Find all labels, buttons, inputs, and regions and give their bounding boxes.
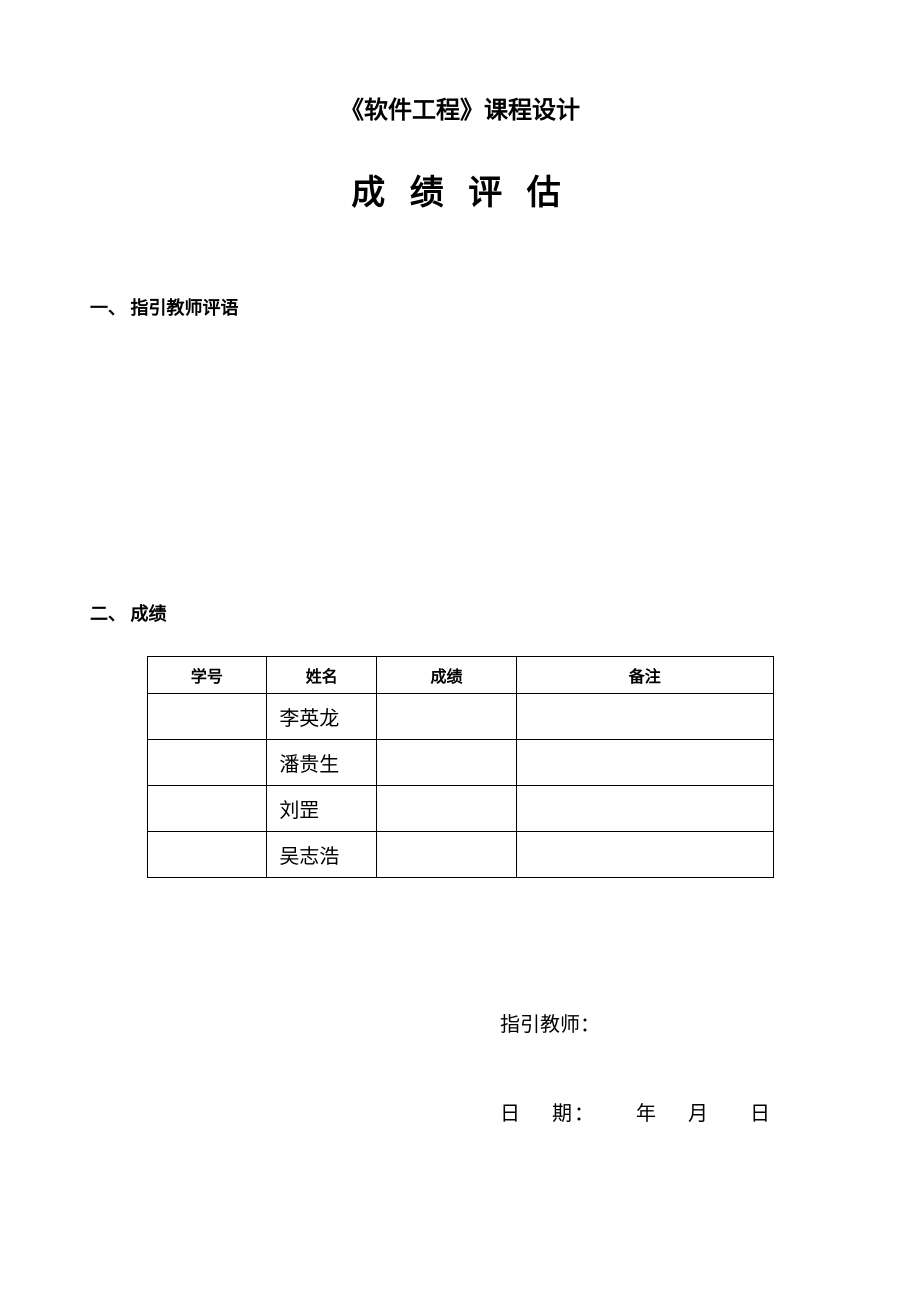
- table-row: 刘罡: [147, 786, 773, 832]
- cell-name: 吴志浩: [267, 832, 377, 878]
- cell-score: [377, 740, 517, 786]
- cell-name: 刘罡: [267, 786, 377, 832]
- date-month: 月: [688, 1103, 710, 1125]
- cell-id: [147, 740, 267, 786]
- col-header-remark: 备注: [516, 657, 773, 694]
- cell-remark: [516, 740, 773, 786]
- cell-id: [147, 786, 267, 832]
- section-2-heading: 二、 成绩: [90, 600, 830, 626]
- cell-id: [147, 832, 267, 878]
- table-row: 李英龙: [147, 694, 773, 740]
- date-label-2: 期：: [552, 1103, 596, 1125]
- instructor-signature: 指引教师：: [500, 1008, 830, 1037]
- grades-table: 学号 姓名 成绩 备注 李英龙 潘贵生 刘罡: [147, 656, 774, 878]
- cell-remark: [516, 786, 773, 832]
- col-header-score: 成绩: [377, 657, 517, 694]
- cell-score: [377, 694, 517, 740]
- signature-section: 指引教师： 日 期： 年 月 日: [90, 1008, 830, 1126]
- table-row: 吴志浩: [147, 832, 773, 878]
- date-day: 日: [750, 1103, 772, 1125]
- date-label-1: 日: [500, 1103, 522, 1125]
- col-header-name: 姓名: [267, 657, 377, 694]
- cell-remark: [516, 832, 773, 878]
- table-header-row: 学号 姓名 成绩 备注: [147, 657, 773, 694]
- cell-score: [377, 786, 517, 832]
- col-header-id: 学号: [147, 657, 267, 694]
- cell-id: [147, 694, 267, 740]
- cell-score: [377, 832, 517, 878]
- cell-name: 李英龙: [267, 694, 377, 740]
- cell-remark: [516, 694, 773, 740]
- date-year: 年: [636, 1103, 658, 1125]
- cell-name: 潘贵生: [267, 740, 377, 786]
- course-subtitle: 《软件工程》课程设计: [90, 90, 830, 125]
- section-1-heading: 一、 指引教师评语: [90, 294, 830, 320]
- page-title: 成 绩 评 估: [90, 165, 830, 214]
- table-row: 潘贵生: [147, 740, 773, 786]
- date-line: 日 期： 年 月 日: [500, 1097, 830, 1126]
